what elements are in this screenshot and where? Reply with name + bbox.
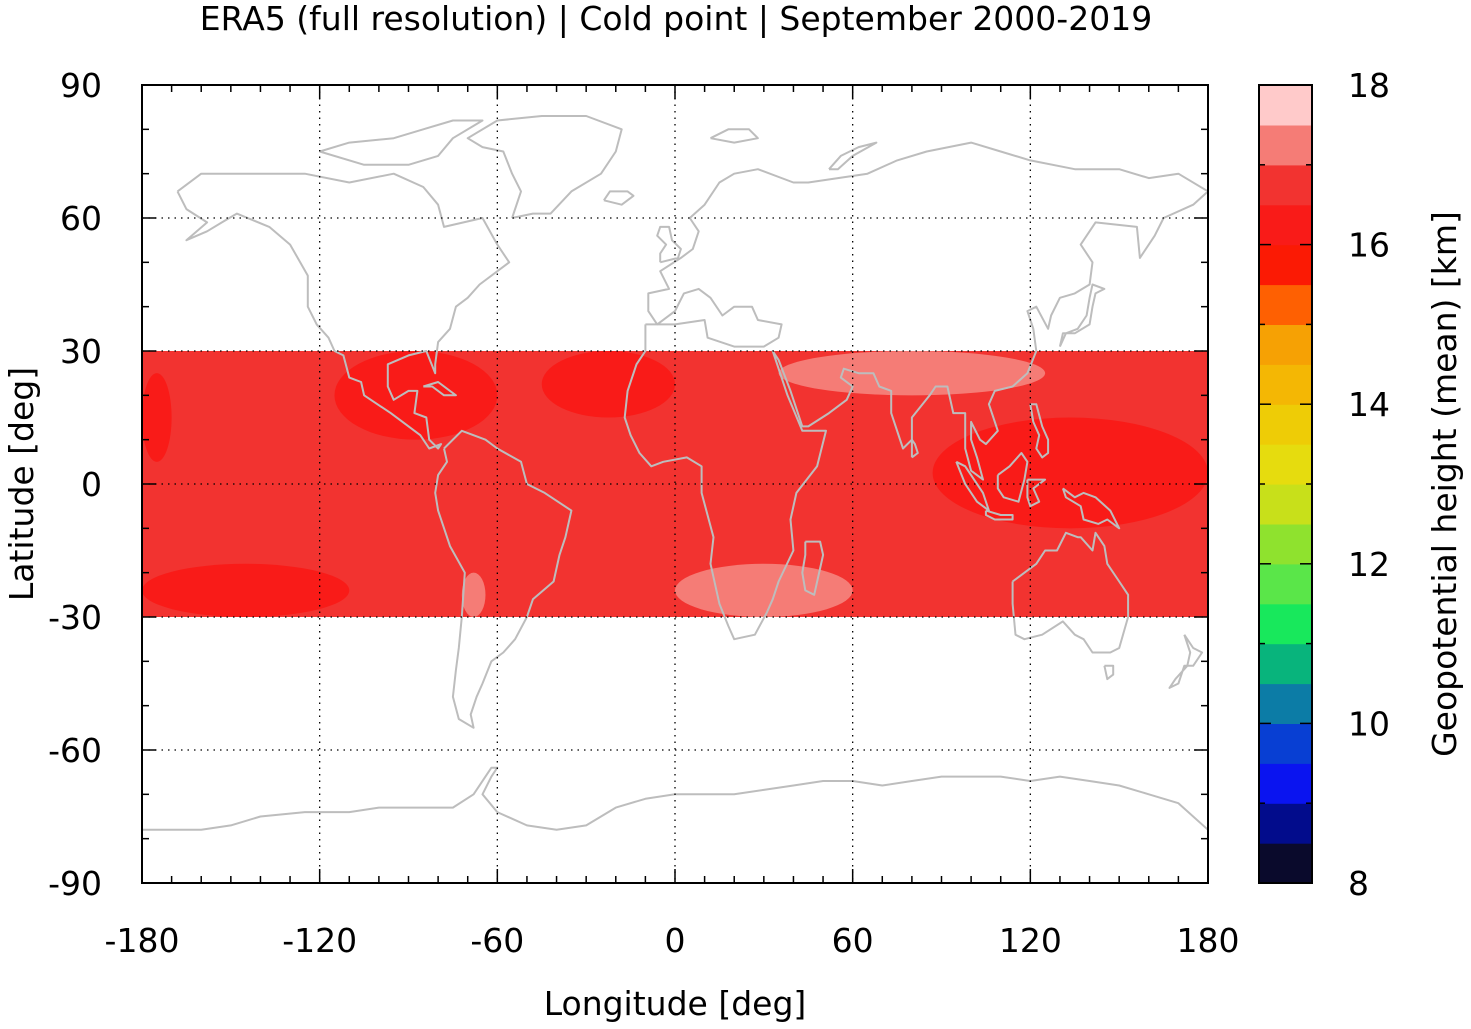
- x-tick-label: 0: [665, 921, 686, 960]
- colorbar-cell: [1259, 484, 1312, 525]
- colorbar-cell: [1259, 244, 1312, 286]
- y-tick-label: -30: [48, 598, 102, 637]
- y-tick-label: 90: [60, 66, 102, 105]
- colorbar-tick-label: 8: [1348, 864, 1369, 903]
- coast-arctic-islands: [319, 119, 484, 166]
- colorbar-cell: [1259, 85, 1312, 126]
- colorbar-cell: [1259, 204, 1312, 246]
- x-tick-label: 60: [832, 921, 874, 960]
- colorbar-cell: [1259, 603, 1312, 645]
- colorbar-cells: [1259, 85, 1312, 884]
- colorbar-cell: [1259, 124, 1312, 166]
- coast-north-america: [176, 172, 511, 450]
- x-tick-label: -60: [470, 921, 524, 960]
- x-tick-label: 120: [999, 921, 1062, 960]
- coast-borneo: [996, 452, 1029, 503]
- colorbar-tick-label: 14: [1348, 385, 1390, 424]
- coast-eurasia-africa: [623, 141, 1208, 641]
- coast-mediterranean: [656, 287, 783, 348]
- chart-title: ERA5 (full resolution) | Cold point | Se…: [200, 0, 1152, 38]
- region-north-atlantic-africa-low: [541, 351, 675, 418]
- colorbar-cell: [1259, 843, 1312, 884]
- colorbar: 18 16 14 12 10 8 Geopotential height (mean) […: [1258, 66, 1464, 903]
- y-tick-label: 30: [60, 332, 102, 371]
- coast-tasmania: [1103, 664, 1115, 681]
- coast-java: [984, 509, 1014, 521]
- y-axis-label: Latitude [deg]: [2, 367, 41, 601]
- y-tick-label: -90: [48, 864, 102, 903]
- coast-greenland: [466, 115, 623, 219]
- region-asian-monsoon-anticyclone: [778, 351, 1046, 396]
- coast-sri-lanka: [910, 438, 919, 459]
- x-axis-label: Longitude [deg]: [544, 984, 807, 1023]
- region-south-africa-max: [675, 563, 853, 617]
- colorbar-tick-label: 16: [1348, 226, 1390, 265]
- region-south-pacific-low: [142, 563, 350, 617]
- colorbar-tick-label: 18: [1348, 66, 1390, 105]
- colorbar-cell: [1259, 324, 1312, 365]
- coast-antarctica: [142, 766, 1208, 857]
- colorbar-cell: [1259, 523, 1312, 565]
- x-tick-labels: -180 -120 -60 0 60 120 180: [105, 921, 1240, 960]
- colorbar-cell: [1259, 723, 1312, 764]
- x-tick-label: 180: [1177, 921, 1240, 960]
- coast-sulawesi: [1026, 478, 1047, 508]
- y-tick-label: -60: [48, 731, 102, 770]
- colorbar-tick-label: 10: [1348, 704, 1390, 743]
- coast-iceland: [603, 190, 635, 206]
- colorbar-cell: [1259, 763, 1312, 804]
- coast-south-america: [434, 429, 573, 729]
- y-tick-label: 60: [60, 199, 102, 238]
- coast-cuba: [423, 381, 457, 397]
- coast-philippines: [1029, 403, 1050, 459]
- region-east-pacific-low: [142, 373, 172, 462]
- colorbar-tick-label: 12: [1348, 545, 1390, 584]
- colorbar-cell: [1259, 683, 1312, 724]
- colorbar-cell: [1259, 643, 1312, 685]
- y-tick-label: 0: [81, 465, 102, 504]
- coast-australia: [1011, 531, 1130, 654]
- coast-new-zealand: [1168, 634, 1204, 689]
- grid-lines: [142, 85, 1208, 883]
- colorbar-cell: [1259, 164, 1312, 206]
- x-tick-label: -180: [105, 921, 180, 960]
- x-tick-label: -120: [282, 921, 357, 960]
- coast-japan: [1058, 283, 1106, 348]
- colorbar-cell: [1259, 444, 1312, 485]
- colorbar-cell: [1259, 563, 1312, 605]
- coast-madagascar: [801, 540, 825, 596]
- colorbar-cell: [1259, 284, 1312, 325]
- y-tick-labels: 90 60 30 0 -30 -60 -90: [48, 66, 102, 903]
- axis-ticks: [141, 84, 1209, 884]
- colorbar-ticks: 18 16 14 12 10 8: [1259, 66, 1390, 903]
- colorbar-cell: [1259, 364, 1312, 405]
- colorbar-cell: [1259, 803, 1312, 844]
- coastlines: [142, 115, 1208, 857]
- colorbar-label: Geopotential height (mean) [km]: [1425, 211, 1464, 757]
- region-warm-pool-low: [932, 417, 1208, 529]
- coast-novaya-zemlya: [828, 141, 878, 171]
- coast-uk: [656, 225, 682, 264]
- colorbar-cell: [1259, 404, 1312, 445]
- region-andes-max: [461, 572, 486, 617]
- coast-new-guinea: [1061, 487, 1121, 530]
- coast-svalbard: [710, 128, 759, 144]
- plot-area: [141, 84, 1209, 884]
